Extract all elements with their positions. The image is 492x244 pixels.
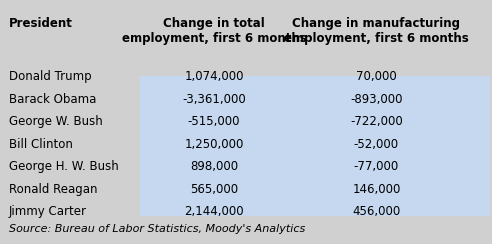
- Text: Barack Obama: Barack Obama: [9, 93, 96, 106]
- Text: 2,144,000: 2,144,000: [184, 205, 244, 218]
- Text: 898,000: 898,000: [190, 160, 238, 173]
- Text: Donald Trump: Donald Trump: [9, 70, 92, 83]
- Text: George H. W. Bush: George H. W. Bush: [9, 160, 119, 173]
- Bar: [140, 76, 490, 216]
- Text: Change in total
employment, first 6 months: Change in total employment, first 6 mont…: [122, 17, 307, 45]
- Text: George W. Bush: George W. Bush: [9, 115, 103, 128]
- Text: Jimmy Carter: Jimmy Carter: [9, 205, 87, 218]
- Text: 1,250,000: 1,250,000: [184, 138, 244, 151]
- Text: 1,074,000: 1,074,000: [184, 70, 244, 83]
- Text: Source: Bureau of Labor Statistics, Moody's Analytics: Source: Bureau of Labor Statistics, Mood…: [9, 224, 305, 234]
- Text: -77,000: -77,000: [354, 160, 399, 173]
- Text: President: President: [9, 17, 73, 30]
- Text: Ronald Reagan: Ronald Reagan: [9, 183, 97, 196]
- Text: Change in manufacturing
employment, first 6 months: Change in manufacturing employment, firs…: [284, 17, 469, 45]
- Text: -722,000: -722,000: [350, 115, 403, 128]
- Text: -3,361,000: -3,361,000: [182, 93, 246, 106]
- Text: -893,000: -893,000: [350, 93, 402, 106]
- Text: -52,000: -52,000: [354, 138, 399, 151]
- Text: 456,000: 456,000: [352, 205, 400, 218]
- Text: -515,000: -515,000: [188, 115, 240, 128]
- Text: 70,000: 70,000: [356, 70, 397, 83]
- Text: Bill Clinton: Bill Clinton: [9, 138, 73, 151]
- Text: 146,000: 146,000: [352, 183, 400, 196]
- Text: 565,000: 565,000: [190, 183, 238, 196]
